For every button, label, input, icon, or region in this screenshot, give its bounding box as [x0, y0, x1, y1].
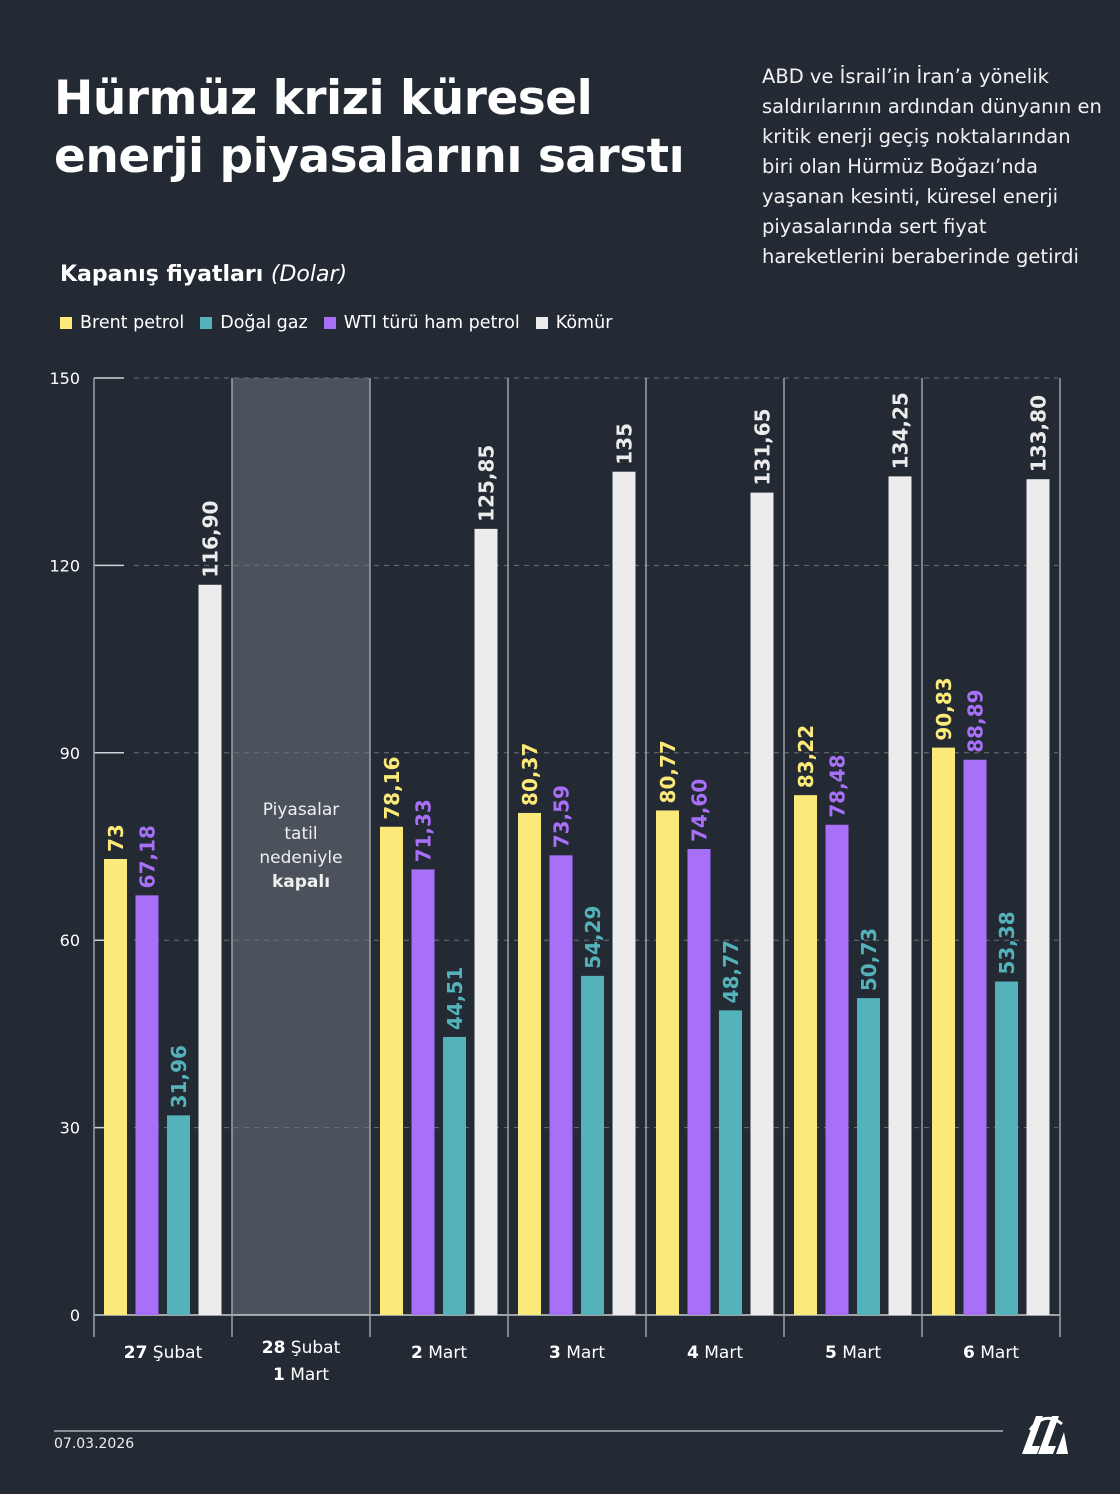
bar	[750, 492, 774, 1315]
date: 07.03.2026	[54, 1436, 135, 1452]
legend-label: WTI türü ham petrol	[343, 313, 520, 333]
legend-item: Brent petrol	[60, 313, 184, 333]
closed-note-line: tatil	[284, 824, 317, 844]
bar-value-label: 80,37	[518, 743, 542, 806]
bar-value-label: 67,18	[136, 825, 160, 888]
x-tick-label: 27 Şubat	[124, 1343, 203, 1363]
bar	[963, 759, 987, 1315]
closed-note-line: Piyasalar	[263, 800, 339, 820]
chart-subtitle: Kapanış fiyatları (Dolar)	[60, 262, 347, 287]
bar-value-label: 83,22	[794, 725, 818, 788]
bar-value-label: 44,51	[443, 967, 467, 1030]
bar	[518, 812, 541, 1315]
subtitle-unit: (Dolar)	[270, 262, 348, 287]
x-tick-label: 4 Mart	[687, 1343, 743, 1363]
footer-divider	[54, 1430, 1003, 1432]
bar	[995, 981, 1018, 1315]
bar	[135, 895, 159, 1315]
x-tick-label: 6 Mart	[963, 1343, 1019, 1363]
bar-value-label: 131,65	[751, 408, 775, 485]
legend-swatch	[323, 317, 336, 329]
legend-item: Doğal gaz	[200, 313, 308, 333]
x-tick-label: 3 Mart	[549, 1343, 605, 1363]
bar	[825, 824, 849, 1315]
closed-market-band	[232, 378, 370, 1315]
aa-logo	[1022, 1416, 1068, 1454]
bar	[104, 858, 127, 1315]
bar	[198, 584, 222, 1315]
bar-value-label: 88,89	[964, 689, 988, 752]
bar-value-label: 74,60	[688, 779, 712, 842]
bar	[167, 1115, 190, 1315]
legend-label: Doğal gaz	[220, 313, 308, 333]
y-tick-label: 150	[49, 369, 80, 388]
bar-value-label: 71,33	[412, 799, 436, 862]
bar-value-label: 78,16	[380, 756, 404, 819]
bar	[857, 998, 880, 1315]
bar	[794, 795, 817, 1315]
legend-swatch	[60, 317, 72, 329]
legend-swatch	[535, 317, 548, 329]
bar	[549, 855, 573, 1315]
legend-swatch	[200, 317, 213, 329]
bar-value-label: 53,38	[995, 911, 1019, 974]
bar-value-label: 31,96	[167, 1045, 191, 1108]
title-line-1: Hürmüz krizi küresel	[54, 71, 593, 126]
y-tick-label: 120	[49, 556, 80, 575]
bar-value-label: 134,25	[889, 392, 913, 469]
bar	[932, 747, 955, 1315]
page-title: Hürmüz krizi küresel enerji piyasalarını…	[54, 70, 685, 186]
x-tick-label: 2 Mart	[411, 1343, 467, 1363]
title-line-2: enerji piyasalarını sarstı	[54, 129, 685, 184]
bar-value-label: 135	[613, 423, 637, 465]
bar-value-label: 50,73	[857, 928, 881, 991]
closed-note-line: nedeniyle	[259, 848, 342, 868]
legend-item: Kömür	[535, 313, 613, 333]
bar-value-label: 125,85	[475, 445, 499, 522]
bar-value-label: 54,29	[581, 906, 605, 969]
bar	[474, 528, 498, 1315]
y-tick-label: 30	[60, 1119, 80, 1138]
bar-value-label: 133,80	[1027, 395, 1051, 472]
bar-value-label: 73,59	[550, 785, 574, 848]
bar	[687, 848, 711, 1315]
bar	[581, 975, 604, 1315]
x-tick-label-line2: 1 Mart	[273, 1365, 329, 1385]
legend: Brent petrol Doğal gaz WTI türü ham petrol…	[60, 313, 612, 333]
bar	[443, 1036, 466, 1315]
bar	[888, 476, 912, 1315]
bar-value-label: 48,77	[719, 940, 743, 1003]
bar-value-label: 116,90	[199, 501, 223, 578]
bar	[380, 826, 403, 1315]
closed-note-line: kapalı	[272, 872, 330, 892]
x-tick-label: 28 Şubat	[262, 1338, 341, 1358]
bar-value-label: 73	[104, 824, 128, 852]
y-tick-label: 0	[70, 1306, 80, 1325]
legend-item: WTI türü ham petrol	[323, 313, 520, 333]
bar-value-label: 78,48	[826, 754, 850, 817]
x-tick-label: 5 Mart	[825, 1343, 881, 1363]
legend-label: Kömür	[555, 313, 613, 333]
bar	[656, 810, 679, 1315]
y-tick-label: 60	[60, 931, 80, 950]
bar-value-label: 80,77	[656, 740, 680, 803]
legend-label: Brent petrol	[80, 313, 185, 333]
bar-chart: 0 30 60 90 120 150 27 Şubat 73 67,18 31,96 116,90 2…	[49, 369, 1061, 1385]
description: ABD ve İsrail’in İran’a yönelik saldırıl…	[762, 65, 1102, 268]
y-tick-label: 90	[60, 744, 80, 763]
bar-value-label: 90,83	[932, 677, 956, 740]
subtitle-text: Kapanış fiyatları	[60, 262, 264, 287]
bar	[1026, 479, 1050, 1315]
bar	[719, 1010, 742, 1315]
bar	[612, 471, 636, 1315]
bar	[411, 869, 435, 1315]
